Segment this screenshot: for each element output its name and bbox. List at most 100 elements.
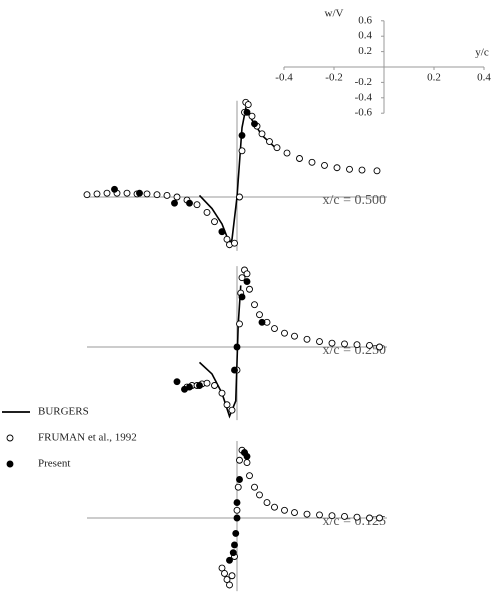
filled-point <box>258 318 266 326</box>
open-point <box>83 191 91 199</box>
x-tick-label: -0.2 <box>325 72 342 84</box>
filled-point <box>243 108 251 116</box>
open-point <box>321 161 328 169</box>
open-point <box>234 483 242 491</box>
y-tick-label: -0.4 <box>355 91 373 103</box>
open-point <box>376 343 383 351</box>
filled-point <box>231 366 238 374</box>
open-point <box>256 311 263 319</box>
open-point <box>223 235 231 243</box>
open-point <box>248 112 256 120</box>
filled-point <box>229 549 237 557</box>
open-point <box>93 190 101 198</box>
filled-point <box>238 131 246 139</box>
open-point <box>228 572 236 580</box>
legend-label: FRUMAN et al., 1992 <box>38 432 137 444</box>
open-point <box>246 285 253 293</box>
open-point <box>316 338 323 346</box>
open-point <box>341 513 348 520</box>
open-point <box>143 190 151 198</box>
open-point <box>296 155 303 162</box>
open-point <box>238 147 246 155</box>
open-point <box>218 564 226 572</box>
open-point <box>271 503 278 511</box>
open-point <box>346 165 353 173</box>
open-point <box>328 512 336 520</box>
filled-point <box>243 452 251 460</box>
y-tick-label: 0.4 <box>358 30 372 42</box>
open-point <box>223 401 231 409</box>
open-point <box>316 511 323 519</box>
open-point <box>251 301 258 309</box>
filled-point <box>243 278 251 285</box>
open-point <box>266 138 273 146</box>
open-point <box>173 193 181 201</box>
open-point <box>244 101 252 109</box>
open-point <box>203 208 211 216</box>
open-point <box>211 218 218 226</box>
legend-label: BURGERS <box>38 406 89 418</box>
open-point <box>376 514 383 522</box>
open-point <box>303 510 311 518</box>
filled-point <box>186 383 193 391</box>
y-tick-label: -0.2 <box>355 76 372 88</box>
open-point <box>358 166 366 174</box>
open-point <box>236 320 243 328</box>
open-point <box>256 491 263 499</box>
open-point <box>271 325 278 332</box>
open-point <box>291 509 298 517</box>
open-point <box>233 506 241 514</box>
filled-point <box>136 189 143 197</box>
open-point <box>203 379 211 387</box>
filled-point <box>218 228 226 236</box>
y-tick-label: 0.6 <box>358 14 372 26</box>
open-point <box>231 239 238 247</box>
filled-point <box>231 541 238 549</box>
open-point <box>258 130 266 138</box>
open-point <box>251 483 258 491</box>
filled-point <box>196 382 203 389</box>
open-point <box>226 581 233 589</box>
open-point <box>303 335 311 343</box>
open-point <box>223 576 231 584</box>
filled-point <box>171 199 178 207</box>
open-point <box>211 382 218 389</box>
filled-point <box>232 529 240 537</box>
y-axis-label: w/V <box>325 8 344 20</box>
open-point <box>281 506 288 514</box>
filled-point <box>233 499 241 507</box>
x-axis-label: y/c <box>475 47 489 59</box>
filled-point <box>233 343 241 351</box>
open-point <box>291 332 298 340</box>
open-point <box>243 459 251 467</box>
y-tick-label: -0.6 <box>355 107 373 119</box>
open-point <box>228 406 236 414</box>
filled-point <box>233 514 241 522</box>
open-point <box>328 339 336 347</box>
open-point <box>103 189 111 197</box>
open-point <box>221 569 228 577</box>
open-point <box>218 389 226 397</box>
open-point <box>353 513 361 521</box>
open-point <box>366 342 373 349</box>
filled-point <box>251 120 258 128</box>
legend-swatch <box>6 434 14 442</box>
open-point <box>153 191 161 199</box>
x-tick-label: 0.2 <box>427 72 441 84</box>
legend-label: Present <box>38 458 70 470</box>
filled-point <box>111 185 118 193</box>
open-point <box>366 514 373 522</box>
filled-point <box>186 199 193 207</box>
legend-swatch <box>6 460 14 468</box>
open-point <box>246 472 253 480</box>
filled-point <box>236 476 243 483</box>
x-tick-label: -0.4 <box>275 72 293 84</box>
open-point <box>193 201 201 209</box>
open-point <box>263 499 271 507</box>
open-point <box>341 340 348 348</box>
y-tick-label: 0.2 <box>358 45 372 57</box>
filled-point <box>226 556 233 564</box>
open-point <box>236 456 243 464</box>
